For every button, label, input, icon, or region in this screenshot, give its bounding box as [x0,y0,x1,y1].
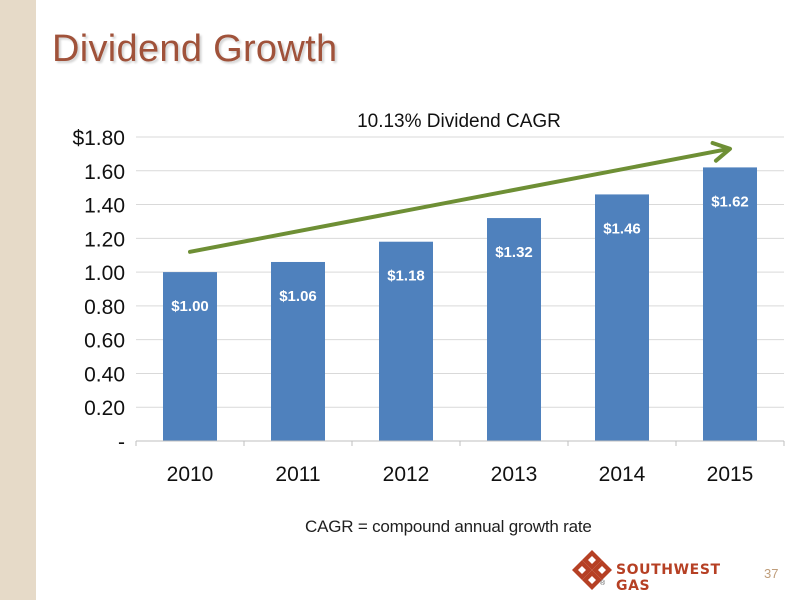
bar-data-label: $1.62 [711,193,749,210]
footnote: CAGR = compound annual growth rate [305,517,592,536]
company-logo: SOUTHWEST GAS ® [566,550,726,594]
bar [703,167,757,441]
y-tick-label: 1.20 [84,228,125,251]
y-tick-label: 1.40 [84,195,125,218]
bar [487,218,541,441]
trend-arrow-line [188,147,726,254]
bar [595,194,649,441]
bar [163,272,217,441]
x-tick-label: 2014 [599,463,646,486]
y-tick-label: 0.40 [84,363,125,386]
bar-data-label: $1.06 [279,288,317,305]
bar [379,241,433,441]
x-tick-label: 2015 [707,463,754,486]
page-title: Dividend Growth [52,28,338,70]
bar-data-label: $1.32 [495,244,533,261]
y-tick-label: $1.80 [72,127,125,150]
x-tick-label: 2013 [491,463,538,486]
logo-registered-mark: ® [600,580,606,587]
y-tick-label: 0.60 [84,330,125,353]
logo-text: SOUTHWEST GAS [616,562,721,594]
x-tick-label: 2012 [383,463,430,486]
y-tick-label: 1.00 [84,262,125,285]
logo-mark-icon [572,550,612,590]
trend-arrow-head [710,140,732,163]
y-tick-label: 0.20 [84,397,125,420]
bar-data-label: $1.46 [603,220,641,237]
bar-data-label: $1.18 [387,268,425,285]
bar-data-label: $1.00 [171,298,209,315]
bar [271,261,325,441]
page-number: 37 [764,566,779,581]
x-tick-label: 2010 [167,463,214,486]
side-band [0,0,36,600]
y-tick-label: 1.60 [84,161,125,184]
chart-title: 10.13% Dividend CAGR [357,111,561,132]
x-tick-label: 2011 [275,463,320,486]
y-tick-label: - [118,431,125,454]
y-tick-label: 0.80 [84,296,125,319]
